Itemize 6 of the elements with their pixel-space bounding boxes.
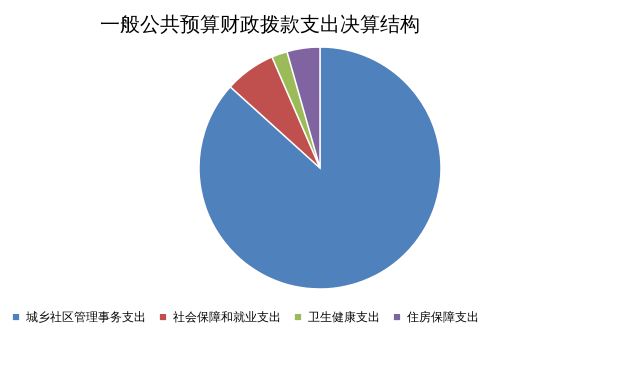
legend-label: 住房保障支出 — [406, 310, 479, 324]
legend-label: 城乡社区管理事务支出 — [25, 310, 146, 324]
legend-label: 卫生健康支出 — [308, 310, 380, 324]
legend-label: 社会保障和就业支出 — [173, 310, 281, 324]
chart-title: 一般公共预算财政拨款支出决算结构 — [100, 12, 420, 36]
pie-slice — [198, 46, 442, 290]
